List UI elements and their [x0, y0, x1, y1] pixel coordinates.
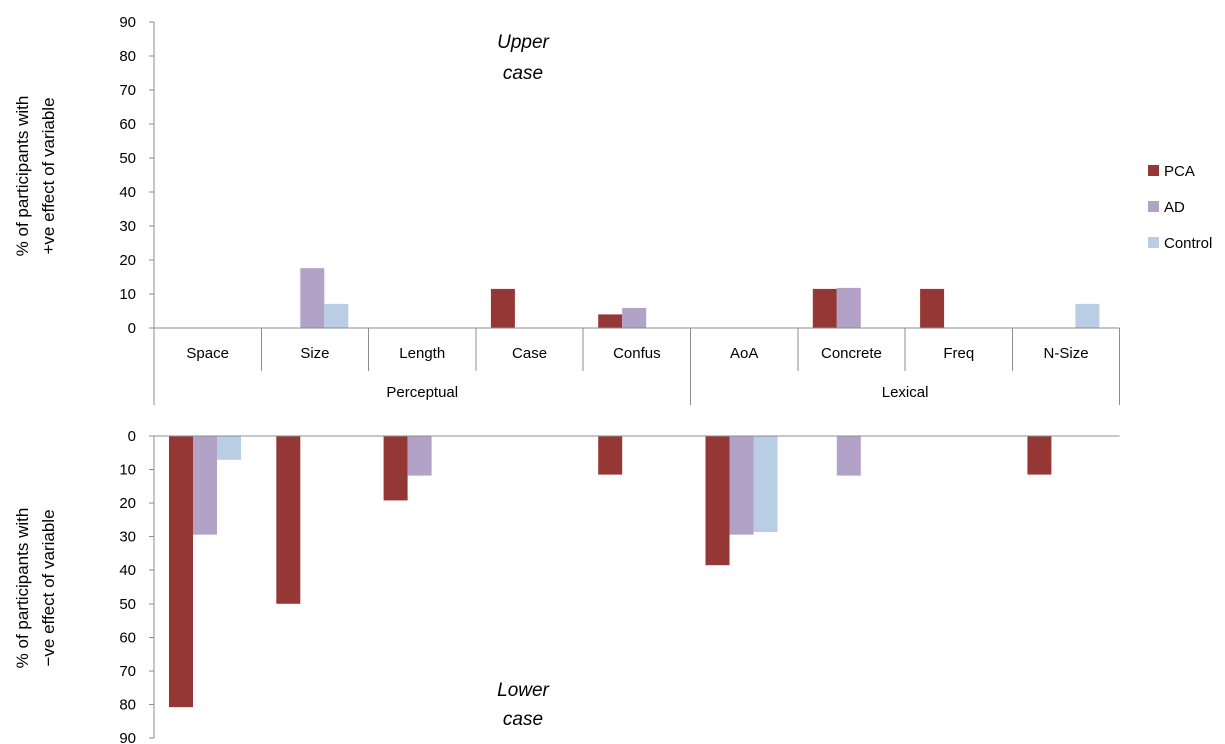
- y-tick-label: 40: [119, 562, 136, 579]
- y-tick-label: 70: [119, 663, 136, 680]
- bar-ad-space: [193, 436, 217, 535]
- y-tick-label: 10: [119, 286, 136, 303]
- y-tick-label: 60: [119, 116, 136, 133]
- legend-label-control: Control: [1164, 235, 1212, 252]
- y-tick-label: 60: [119, 629, 136, 646]
- category-label: Size: [300, 345, 329, 362]
- bar-ad-confus: [622, 307, 647, 328]
- bar-ad-length: [407, 436, 432, 476]
- group-label: Lexical: [882, 384, 929, 401]
- y-tick-label: 30: [119, 529, 136, 546]
- y-tick-label: 10: [119, 462, 136, 479]
- bar-ad-aoa: [729, 436, 754, 535]
- bar-control-n-size: [1075, 303, 1100, 328]
- category-label: AoA: [730, 345, 758, 362]
- y-tick-label: 20: [119, 252, 136, 269]
- bar-ad-concrete: [836, 287, 861, 328]
- category-label: Case: [512, 345, 547, 362]
- y-tick-label: 50: [119, 596, 136, 613]
- bar-pca-concrete: [812, 288, 837, 328]
- y-axis-title: −ve effect of variable: [39, 509, 58, 666]
- bar-pca-space: [169, 436, 193, 708]
- legend-swatch-pca: [1148, 165, 1159, 176]
- y-axis-title: % of participants with: [13, 96, 32, 257]
- category-label: Space: [186, 345, 229, 362]
- legend: PCA AD Control: [1148, 163, 1212, 252]
- y-tick-label: 80: [119, 696, 136, 713]
- lower-panel: 0 10 20 30 40 50 60 70 80 90 % of participants wit…: [13, 428, 1120, 744]
- legend-label-pca: PCA: [1164, 163, 1195, 180]
- y-tick-label: 40: [119, 184, 136, 201]
- bar-pca-confus: [598, 314, 623, 328]
- upper-panel: 0 10 20 30 40 50 60 70 80 90 % of participants wit…: [13, 14, 1120, 337]
- y-tick-label: 90: [119, 730, 136, 744]
- category-axis: Space Size Length Case Confus AoA Concrete Freq…: [153, 328, 1121, 405]
- y-tick-label: 0: [128, 428, 136, 445]
- panel-annotation: Upper: [497, 32, 549, 53]
- legend-swatch-control: [1148, 237, 1159, 248]
- bar-ad-concrete: [836, 436, 861, 476]
- y-tick-label: 50: [119, 150, 136, 167]
- y-tick-label: 70: [119, 82, 136, 99]
- bar-pca-aoa: [705, 436, 730, 566]
- bar-pca-n-size: [1027, 436, 1052, 475]
- y-tick-label: 20: [119, 495, 136, 512]
- category-label: Freq: [943, 345, 974, 362]
- group-label: Perceptual: [386, 384, 458, 401]
- y-tick-label: 30: [119, 218, 136, 235]
- y-axis-title: % of participants with: [13, 508, 32, 669]
- panel-annotation: Lower: [497, 680, 549, 701]
- bar-pca-case: [490, 288, 515, 328]
- y-tick-label: 90: [119, 14, 136, 31]
- category-label: Confus: [613, 345, 661, 362]
- bar-pca-size: [276, 436, 301, 604]
- category-label: N-Size: [1044, 345, 1089, 362]
- category-label: Concrete: [821, 345, 882, 362]
- panel-annotation: case: [503, 709, 543, 730]
- panel-annotation: case: [503, 63, 543, 84]
- y-tick-label: 80: [119, 48, 136, 65]
- bar-pca-length: [383, 436, 408, 501]
- bar-control-aoa: [753, 436, 778, 532]
- bar-control-space: [217, 436, 241, 460]
- bar-ad-size: [300, 268, 325, 328]
- bar-pca-freq: [920, 288, 945, 328]
- category-label: Length: [399, 345, 445, 362]
- legend-swatch-ad: [1148, 201, 1159, 212]
- legend-label-ad: AD: [1164, 199, 1185, 216]
- y-axis-title: +ve effect of variable: [39, 97, 58, 254]
- bar-control-size: [324, 303, 349, 328]
- bar-pca-confus: [598, 436, 623, 475]
- y-tick-label: 0: [128, 320, 136, 337]
